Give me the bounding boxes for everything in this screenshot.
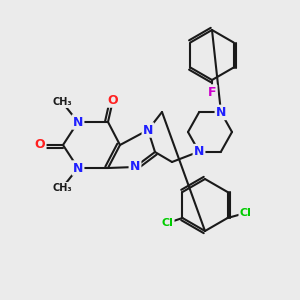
Text: N: N <box>216 106 226 119</box>
Text: F: F <box>208 85 216 98</box>
Text: N: N <box>73 116 83 128</box>
Text: N: N <box>143 124 153 136</box>
Text: CH₃: CH₃ <box>52 97 72 107</box>
Text: N: N <box>73 161 83 175</box>
Text: N: N <box>194 145 204 158</box>
Text: O: O <box>35 139 45 152</box>
Text: O: O <box>108 94 118 106</box>
Text: CH₃: CH₃ <box>52 183 72 193</box>
Text: Cl: Cl <box>240 208 251 218</box>
Text: Cl: Cl <box>161 218 173 228</box>
Text: N: N <box>130 160 140 173</box>
